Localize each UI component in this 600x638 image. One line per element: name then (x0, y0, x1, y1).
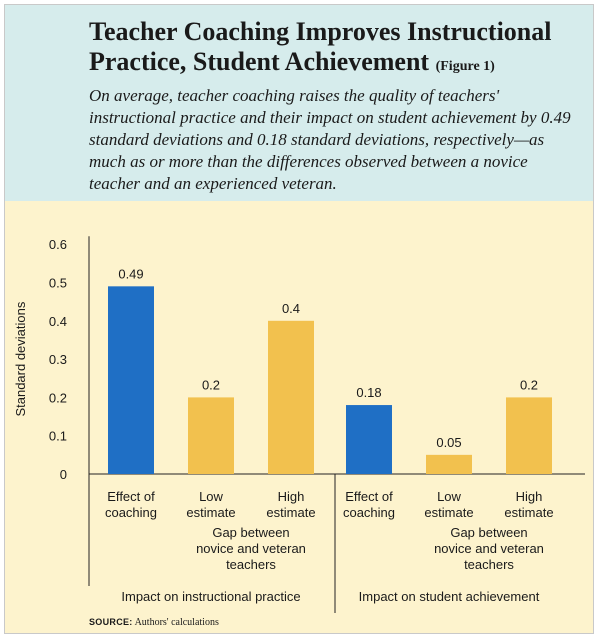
x-tick-label: estimate (424, 505, 473, 520)
data-label: 0.18 (356, 385, 381, 400)
figure-title: Teacher Coaching Improves Instructional … (89, 17, 579, 82)
bar (426, 454, 472, 474)
x-tick-label: coaching (343, 505, 395, 520)
y-axis-label: Standard deviations (13, 301, 28, 416)
data-label: 0.05 (436, 435, 461, 450)
group-label: Impact on instructional practice (121, 589, 300, 604)
bar (188, 397, 234, 474)
figure-number: (Figure 1) (435, 59, 495, 74)
figure-subtitle: On average, teacher coaching raises the … (89, 86, 571, 193)
data-label: 0.4 (282, 301, 300, 316)
source-text: Authors' calculations (134, 617, 219, 628)
data-label: 0.2 (520, 377, 538, 392)
bar-chart: Standard deviations 0 0.1 0.2 0.3 0.4 0.5 0.6 0.… (13, 236, 585, 613)
bar (506, 397, 552, 474)
y-tick-label: 0.6 (49, 237, 67, 252)
group-label: Impact on student achievement (359, 589, 540, 604)
x-tick-label: Effect of (345, 489, 393, 504)
x-tick-label: Low (437, 489, 461, 504)
gap-label: Gap between (212, 525, 289, 540)
figure-title-text: Teacher Coaching Improves Instructional … (89, 17, 552, 76)
x-tick-label: estimate (186, 505, 235, 520)
x-tick-label: High (516, 489, 543, 504)
gap-label: novice and veteran (434, 541, 544, 556)
x-tick-label: Low (199, 489, 223, 504)
data-label: 0.49 (118, 266, 143, 281)
x-tick-label: High (278, 489, 305, 504)
figure-header: Teacher Coaching Improves Instructional … (5, 5, 593, 201)
y-tick-label: 0.3 (49, 352, 67, 367)
y-tick-label: 0.4 (49, 314, 67, 329)
gap-label: novice and veteran (196, 541, 306, 556)
source-label: SOURCE: (89, 617, 133, 627)
x-tick-label: estimate (504, 505, 553, 520)
bar (346, 405, 392, 474)
y-tick-label: 0.5 (49, 276, 67, 291)
bar (108, 286, 154, 474)
figure-frame: Teacher Coaching Improves Instructional … (4, 4, 594, 634)
gap-label: teachers (226, 557, 276, 572)
gap-label: teachers (464, 557, 514, 572)
x-tick-label: estimate (266, 505, 315, 520)
data-label: 0.2 (202, 377, 220, 392)
source-note: SOURCE: Authors' calculations (89, 617, 219, 628)
y-tick-label: 0.1 (49, 429, 67, 444)
bar (268, 320, 314, 474)
x-tick-label: coaching (105, 505, 157, 520)
gap-label: Gap between (450, 525, 527, 540)
x-tick-label: Effect of (107, 489, 155, 504)
y-tick-label: 0 (60, 467, 67, 482)
y-tick-label: 0.2 (49, 390, 67, 405)
